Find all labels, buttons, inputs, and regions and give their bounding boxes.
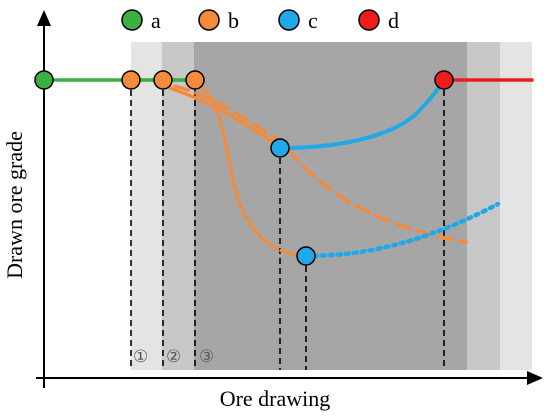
marker-d: [434, 70, 454, 90]
marker-c2: [296, 246, 316, 266]
legend-swatch-c: [278, 9, 300, 31]
stage-marker-2: ②: [166, 347, 181, 366]
marker-b2: [153, 70, 173, 90]
legend-label-c: c: [308, 8, 318, 33]
x-axis-title: Ore drawing: [220, 386, 331, 411]
marker-c1: [270, 138, 290, 158]
curve-b-solid: [168, 86, 282, 150]
legend-label-a: a: [151, 8, 161, 33]
legend: a b c d: [121, 8, 399, 33]
stage-marker-1: ①: [133, 347, 148, 366]
shade-band-inner: [194, 42, 467, 370]
legend-label-b: b: [228, 8, 239, 33]
curve-c-solid: [278, 78, 446, 150]
marker-b3: [185, 70, 205, 90]
curve-markers: [34, 70, 454, 266]
stage-markers: ① ② ③: [133, 347, 214, 366]
y-axis-title: Drawn ore grade: [2, 131, 27, 279]
stage-marker-3: ③: [199, 347, 214, 366]
drop-lines: [130, 80, 445, 370]
shaded-regions: [131, 42, 532, 370]
legend-swatch-d: [358, 9, 380, 31]
curve-b-dotted: [193, 82, 308, 258]
legend-swatch-a: [121, 9, 143, 31]
marker-a: [34, 70, 54, 90]
legend-label-d: d: [388, 8, 399, 33]
legend-swatch-b: [198, 9, 220, 31]
y-axis-arrow: [37, 10, 51, 26]
curve-c-dotted: [303, 201, 501, 259]
x-axis-arrow: [527, 371, 543, 385]
marker-b1: [121, 70, 141, 90]
